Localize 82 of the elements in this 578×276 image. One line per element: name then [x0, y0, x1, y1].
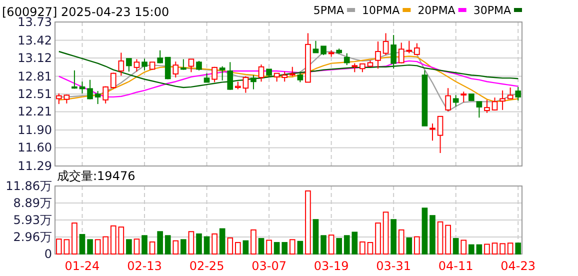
- bar: [134, 238, 140, 254]
- legend-label: 10PMA: [362, 4, 400, 17]
- bar: [64, 239, 70, 254]
- y-tick-label: 8.89万: [13, 196, 52, 210]
- bar: [328, 234, 334, 254]
- bar: [422, 208, 428, 254]
- bar: [367, 242, 374, 254]
- bar: [398, 229, 404, 254]
- x-tick-label: 03-19: [314, 259, 349, 273]
- x-tick-label: 02-25: [189, 259, 224, 273]
- bar: [289, 239, 296, 254]
- bar: [180, 239, 186, 254]
- y-tick-label: 11.86万: [6, 179, 52, 193]
- x-tick-label: 02-13: [127, 259, 162, 273]
- bar: [312, 219, 319, 254]
- bar: [94, 239, 101, 254]
- bar: [382, 212, 389, 254]
- bar: [188, 231, 194, 254]
- y-tick-label: 12.21: [18, 104, 52, 119]
- bar: [437, 221, 444, 254]
- bar: [452, 238, 459, 254]
- chart-title: 成交量:19476: [57, 169, 136, 183]
- legend-label: 30PMA: [473, 4, 512, 17]
- y-tick-label: 13.42: [18, 33, 52, 48]
- y-tick-label: 13.12: [18, 51, 52, 65]
- x-tick-label: 04-11: [438, 259, 474, 273]
- x-tick-label: 03-31: [376, 259, 412, 273]
- y-tick-label: 2.96万: [13, 230, 52, 244]
- bar: [360, 241, 366, 254]
- legend-label: 20PMA: [418, 4, 456, 17]
- bar: [126, 239, 132, 254]
- bar: [227, 237, 234, 254]
- bar: [149, 241, 156, 254]
- y-tick-label: 0: [44, 247, 52, 261]
- bar: [212, 233, 218, 254]
- bar: [507, 242, 514, 254]
- bar: [460, 240, 467, 254]
- y-tick-label: 5.93万: [13, 213, 52, 227]
- bar: [72, 222, 78, 254]
- bar: [172, 240, 179, 254]
- bar: [500, 243, 506, 254]
- bar: [56, 238, 62, 254]
- bar: [157, 231, 163, 254]
- bar: [274, 242, 280, 254]
- bar: [375, 222, 381, 254]
- legend-label: 5PMA: [313, 4, 344, 17]
- bar: [219, 228, 226, 254]
- bar: [515, 242, 522, 254]
- bar: [196, 233, 202, 254]
- bar: [406, 237, 412, 254]
- bar: [390, 219, 396, 254]
- y-tick-label: 11.60: [18, 140, 52, 155]
- bar: [492, 242, 498, 254]
- y-tick-label: 12.81: [18, 69, 52, 84]
- bar: [430, 215, 436, 254]
- bar: [142, 235, 148, 254]
- bar: [242, 240, 249, 254]
- bar: [445, 224, 451, 254]
- bar: [414, 236, 420, 254]
- bar: [234, 242, 241, 254]
- bar: [250, 229, 256, 254]
- bar: [468, 244, 474, 254]
- bar: [484, 244, 490, 254]
- bar: [297, 240, 304, 254]
- bar: [336, 238, 342, 254]
- bar: [87, 239, 93, 254]
- x-tick-label: 01-24: [64, 259, 100, 273]
- bar: [204, 236, 210, 254]
- y-tick-label: 11.90: [18, 123, 52, 137]
- bar: [282, 242, 288, 254]
- x-tick-label: 03-07: [252, 259, 286, 273]
- bar: [102, 236, 109, 254]
- bar: [320, 235, 326, 254]
- x-tick-label: 04-23: [500, 259, 536, 273]
- bar: [305, 190, 311, 254]
- bar: [258, 238, 264, 254]
- bar: [266, 240, 272, 254]
- bar: [476, 244, 482, 254]
- bar: [79, 234, 86, 254]
- y-tick-label: 12.51: [18, 87, 52, 101]
- bar: [164, 235, 171, 254]
- y-tick-label: 11.29: [18, 159, 52, 173]
